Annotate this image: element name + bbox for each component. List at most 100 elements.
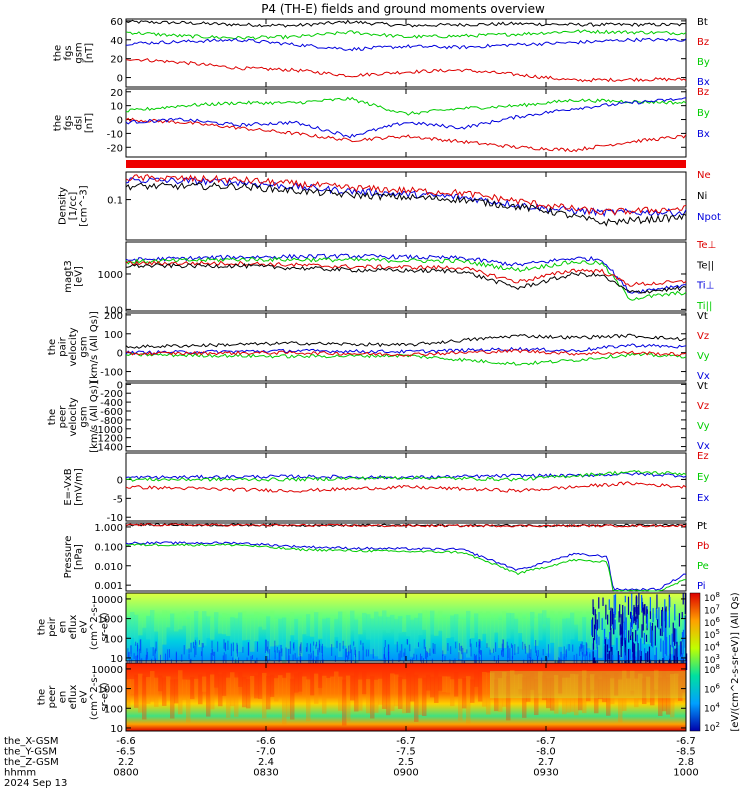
peir_spec-texture xyxy=(286,615,291,649)
peir_spec-texture xyxy=(434,615,439,636)
peir_spec-noise xyxy=(591,619,593,636)
peer_spec-texture xyxy=(462,678,467,709)
peir_spec-texture xyxy=(618,617,623,659)
y-tick-label: -100 xyxy=(100,368,123,379)
peir_spec-noise xyxy=(194,645,196,658)
peir_spec-noise xyxy=(140,639,142,654)
peir_spec-noise xyxy=(681,612,683,619)
peer_spec-texture xyxy=(174,679,179,704)
peir_spec-noise xyxy=(501,643,503,658)
peir_spec-noise xyxy=(299,646,301,656)
peir_spec-texture xyxy=(326,617,331,648)
peir_spec-noise xyxy=(317,649,319,663)
peir_spec-noise xyxy=(413,653,415,660)
peir_spec-noise xyxy=(223,652,225,661)
peer_spec-texture xyxy=(318,672,323,688)
peir_spec-noise xyxy=(475,654,477,665)
peir_spec-noise xyxy=(630,617,633,628)
peir_spec-texture xyxy=(454,614,459,642)
peir_spec-noise xyxy=(644,604,646,616)
peir_spec-noise xyxy=(442,650,444,656)
peer_spec-texture xyxy=(522,677,527,718)
peer_spec-texture xyxy=(634,678,639,708)
peir_spec-noise xyxy=(679,641,681,657)
peir_spec-texture xyxy=(178,612,183,630)
peir_spec-noise xyxy=(629,648,631,672)
peir_spec-texture xyxy=(606,612,611,639)
peir_spec-texture xyxy=(390,614,395,630)
y-tick-label: 10000 xyxy=(91,595,123,606)
y-axis-label: en xyxy=(58,691,69,704)
peir_spec-noise xyxy=(232,642,234,652)
peir_spec-noise xyxy=(154,648,156,654)
y-axis-label: gsm xyxy=(79,406,90,427)
peir_spec-noise xyxy=(447,643,449,651)
peer_spec-texture xyxy=(142,675,147,720)
peer_spec-texture xyxy=(198,674,203,705)
peir_spec-noise xyxy=(358,651,360,662)
peer_spec-texture xyxy=(302,676,307,697)
peir_spec-noise xyxy=(128,652,130,659)
peir_spec-noise xyxy=(345,648,347,658)
peir_spec-noise xyxy=(384,640,386,648)
peir_spec-noise xyxy=(466,649,468,654)
panel-pressure xyxy=(125,522,687,592)
peir_spec-texture xyxy=(662,618,667,643)
peir_spec-noise xyxy=(175,651,177,663)
peir_spec-noise xyxy=(602,597,604,606)
peir_spec-texture xyxy=(358,618,363,635)
peir_spec-texture xyxy=(366,614,371,640)
peer_spec-texture xyxy=(662,669,667,712)
peer_spec-texture xyxy=(178,670,183,715)
peir_spec-texture xyxy=(410,619,415,657)
legend-Vz: Vz xyxy=(697,331,709,342)
peer_spec-texture xyxy=(494,679,499,712)
peir_spec-noise xyxy=(611,608,614,625)
peir_spec-texture xyxy=(314,612,319,656)
peer_spec-texture xyxy=(606,674,611,716)
peir_spec-noise xyxy=(167,649,169,661)
peir_spec-noise xyxy=(294,653,296,660)
peir_spec-noise xyxy=(592,599,594,614)
y-axis-label: eV xyxy=(79,620,90,633)
ephemeris-value: -7.5 xyxy=(396,747,416,758)
peir_spec-noise xyxy=(621,615,624,634)
peir_spec-noise xyxy=(442,654,444,663)
peir_spec-texture xyxy=(462,619,467,653)
peir_spec-noise xyxy=(601,618,603,630)
colorbar-tick: 106 xyxy=(704,682,720,695)
peir_spec-noise xyxy=(580,643,582,652)
peir_spec-noise xyxy=(684,593,686,615)
y-axis-label: the xyxy=(37,689,48,705)
peir_spec-noise xyxy=(649,597,651,615)
y-tick-label: -1400 xyxy=(94,443,123,454)
peir_spec-texture xyxy=(130,611,135,638)
ephemeris-value: 2.8 xyxy=(678,757,694,768)
y-axis-label: [nPa] xyxy=(73,544,84,570)
peir_spec-noise xyxy=(473,653,475,665)
peir_spec-noise xyxy=(640,655,642,664)
panel-pair_vel xyxy=(125,312,687,382)
peir_spec-noise xyxy=(372,648,374,659)
peir_spec-noise xyxy=(664,619,666,641)
peir_spec-noise xyxy=(596,646,599,668)
peir_spec-noise xyxy=(631,615,633,630)
peir_spec-noise xyxy=(478,644,480,653)
peir_spec-noise xyxy=(563,646,565,660)
peir_spec-texture xyxy=(482,613,487,634)
peir_spec-texture xyxy=(270,610,275,647)
peer_spec-texture xyxy=(426,674,431,691)
peir_spec-texture xyxy=(158,614,163,660)
series-Pt xyxy=(125,523,687,528)
legend-Pb: Pb xyxy=(697,541,709,552)
peir_spec-noise xyxy=(641,624,643,638)
peir_spec-noise xyxy=(613,613,615,635)
ephemeris-value: 0800 xyxy=(113,768,138,779)
y-tick-label: 0.100 xyxy=(94,542,123,553)
y-axis-label: [nT] xyxy=(84,113,95,133)
peir_spec-noise xyxy=(536,650,538,656)
y-tick-label: -1000 xyxy=(94,425,123,436)
peir_spec-noise xyxy=(404,648,406,661)
peir_spec-noise xyxy=(225,642,227,652)
series-By xyxy=(125,96,687,116)
